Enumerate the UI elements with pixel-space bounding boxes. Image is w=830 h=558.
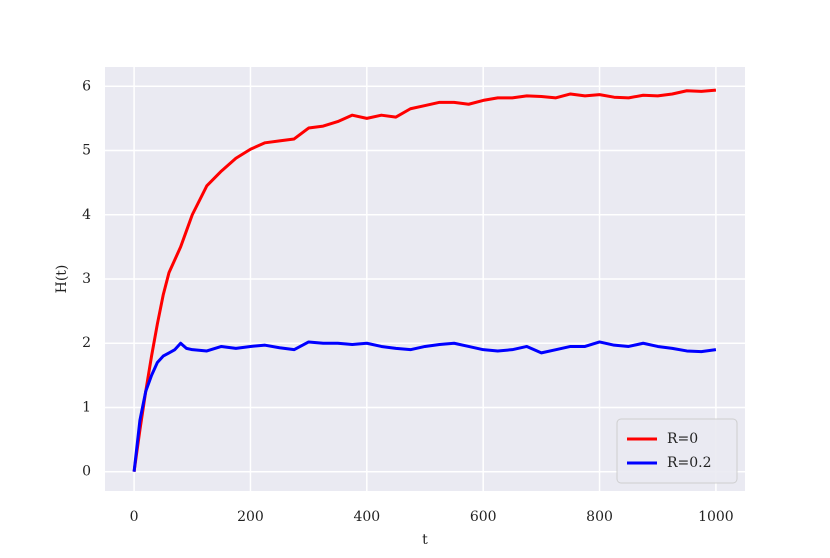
- y-tick-label: 3: [82, 271, 91, 287]
- y-tick-label: 5: [82, 143, 91, 159]
- grid: [105, 67, 745, 491]
- y-tick-label: 0: [82, 464, 91, 480]
- x-tick-label: 600: [470, 509, 497, 525]
- series-line: [132, 340, 717, 472]
- x-tick-label: 800: [586, 509, 613, 525]
- legend-box: [616, 418, 738, 484]
- y-axis-label: H(t): [54, 265, 70, 294]
- x-tick-label: 200: [237, 509, 264, 525]
- y-tick-label: 6: [82, 78, 91, 94]
- x-tick-label: 400: [353, 509, 380, 525]
- legend-label: R=0.2: [667, 455, 712, 471]
- x-tick-label: 0: [130, 509, 139, 525]
- y-tick-label: 1: [82, 399, 91, 415]
- legend-label: R=0: [667, 431, 698, 447]
- series-line: [132, 88, 717, 472]
- y-tick-label: 2: [82, 335, 91, 351]
- legend: R=0 R=0.2: [616, 418, 738, 484]
- x-tick-label: 1000: [698, 509, 734, 525]
- y-tick-label: 4: [82, 207, 91, 223]
- x-axis-label: t: [422, 532, 428, 548]
- lines: [132, 88, 717, 472]
